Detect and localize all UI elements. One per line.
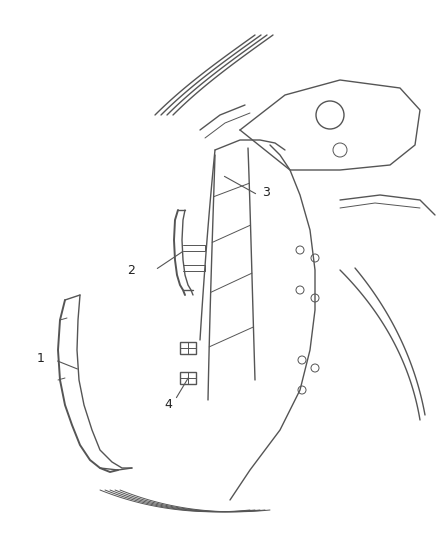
Bar — [180, 372, 196, 384]
Text: 1: 1 — [37, 351, 45, 365]
Bar — [180, 342, 196, 354]
Text: 3: 3 — [262, 187, 270, 199]
Text: 4: 4 — [164, 399, 172, 411]
Text: 2: 2 — [127, 263, 135, 277]
